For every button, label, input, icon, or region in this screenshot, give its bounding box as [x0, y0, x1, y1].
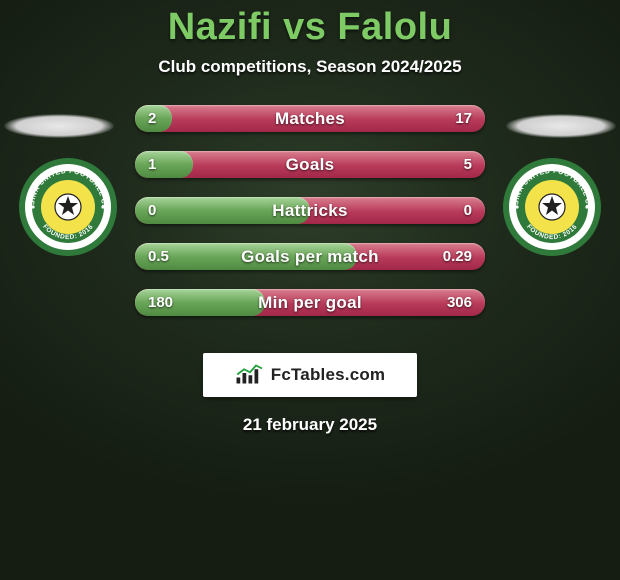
- stat-bar: 217Matches: [135, 105, 485, 132]
- club-badge-svg: KATSINA UNITED FOOTBALL CLUB FOUNDED: 20…: [18, 157, 118, 257]
- shadow-left: [4, 114, 114, 138]
- stat-bar: 180306Min per goal: [135, 289, 485, 316]
- page-subtitle: Club competitions, Season 2024/2025: [0, 57, 620, 77]
- brand-logo[interactable]: FcTables.com: [203, 353, 417, 397]
- club-badge-left: KATSINA UNITED FOOTBALL CLUB FOUNDED: 20…: [18, 157, 118, 257]
- shadow-right: [506, 114, 616, 138]
- brand-text: FcTables.com: [271, 365, 386, 385]
- club-badge-right: KATSINA UNITED FOOTBALL CLUB FOUNDED: 20…: [502, 157, 602, 257]
- page-title: Nazifi vs Falolu: [0, 0, 620, 49]
- stat-label: Matches: [135, 105, 485, 132]
- stat-label: Goals: [135, 151, 485, 178]
- stat-label: Hattricks: [135, 197, 485, 224]
- comparison-card: Nazifi vs Falolu Club competitions, Seas…: [0, 0, 620, 580]
- club-badge-svg: KATSINA UNITED FOOTBALL CLUB FOUNDED: 20…: [502, 157, 602, 257]
- stat-label: Goals per match: [135, 243, 485, 270]
- stat-bar: 0.50.29Goals per match: [135, 243, 485, 270]
- chart-icon: [235, 364, 265, 386]
- stat-bar: 15Goals: [135, 151, 485, 178]
- stats-arena: KATSINA UNITED FOOTBALL CLUB FOUNDED: 20…: [0, 105, 620, 335]
- stat-bars: 217Matches 15Goals 00Hattricks 0.50.29Goals…: [135, 105, 485, 335]
- date-label: 21 february 2025: [0, 415, 620, 435]
- stat-bar: 00Hattricks: [135, 197, 485, 224]
- stat-label: Min per goal: [135, 289, 485, 316]
